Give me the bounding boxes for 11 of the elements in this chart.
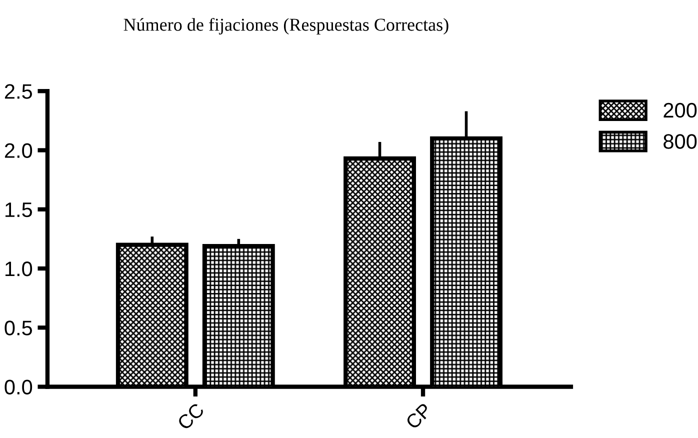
y-tick-label: 2.0	[4, 143, 32, 158]
y-tick-label: 2.5	[4, 84, 32, 99]
x-tick-label: CC	[176, 402, 205, 431]
y-tick-label: 0.0	[4, 380, 32, 395]
chart-title: Número de fijaciones (Respuestas Correctas)	[124, 18, 448, 35]
y-tick-label: 0.5	[4, 320, 32, 336]
y-tick-label: 1.5	[6, 202, 32, 218]
y-tick-label: 1.0	[6, 261, 32, 276]
legend-label: 200	[664, 102, 697, 118]
legend-label: 800	[664, 134, 697, 149]
x-tick-label: CP	[404, 402, 432, 430]
